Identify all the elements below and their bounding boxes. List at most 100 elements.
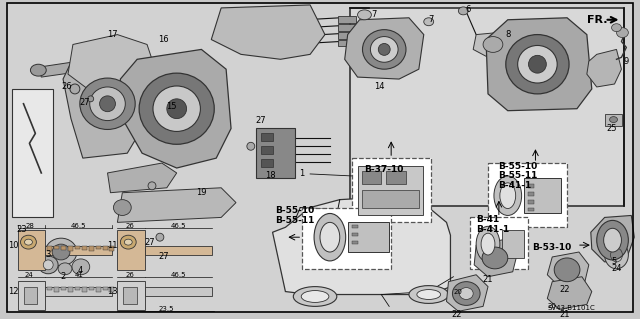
Bar [349,8,625,205]
Bar [260,133,273,141]
Bar [61,286,66,290]
Text: 7: 7 [428,15,433,24]
Text: 5: 5 [611,257,616,266]
Bar [348,222,389,252]
Text: B-41: B-41 [476,215,499,224]
Text: 25: 25 [606,124,617,133]
Text: B-55-10: B-55-10 [498,161,537,171]
Text: 2: 2 [60,272,66,281]
Text: 24: 24 [611,264,621,273]
Ellipse shape [362,30,406,69]
Text: 22: 22 [451,310,461,319]
Bar [145,286,212,295]
Text: 21: 21 [560,310,570,319]
Bar [488,163,567,227]
Bar [82,246,87,250]
Bar [89,246,93,251]
Ellipse shape [506,34,569,94]
Bar [351,158,431,222]
Ellipse shape [424,18,434,26]
Ellipse shape [124,239,132,245]
Text: 4: 4 [77,266,83,275]
Ellipse shape [139,73,214,144]
Ellipse shape [460,288,473,300]
Text: 14: 14 [374,83,385,92]
Ellipse shape [378,43,390,55]
Bar [45,246,113,255]
Text: 7: 7 [372,10,377,19]
Ellipse shape [612,24,621,32]
Text: 13: 13 [107,287,118,296]
Text: 26: 26 [126,223,134,229]
Text: 12: 12 [8,287,19,296]
Bar [362,190,419,208]
Bar [358,166,423,215]
Polygon shape [486,18,592,111]
Text: 18: 18 [265,171,276,181]
Text: B-53-10: B-53-10 [532,242,572,252]
Text: 16: 16 [159,35,169,44]
Text: 11: 11 [108,241,118,249]
Ellipse shape [518,46,557,83]
Text: B-55-11: B-55-11 [276,216,315,225]
Polygon shape [117,188,236,222]
Text: 46.5: 46.5 [171,223,186,229]
Ellipse shape [476,226,500,262]
Text: 27: 27 [79,98,90,107]
Text: 19: 19 [196,188,207,197]
Bar [47,246,52,251]
Text: 21: 21 [483,275,493,284]
Polygon shape [474,239,518,277]
Polygon shape [108,163,177,193]
Ellipse shape [452,282,480,305]
Ellipse shape [481,233,495,255]
Bar [527,192,534,196]
Polygon shape [211,5,325,59]
Bar [17,281,45,310]
Bar [117,230,145,270]
Bar [351,225,358,228]
Ellipse shape [45,238,77,266]
Text: 28: 28 [26,223,35,229]
Text: B-55-10: B-55-10 [276,206,315,215]
Bar [47,286,52,290]
Ellipse shape [616,28,628,38]
Ellipse shape [604,228,621,252]
Ellipse shape [24,239,33,245]
Bar [61,246,66,250]
Text: 6: 6 [465,5,471,14]
Ellipse shape [293,286,337,306]
Ellipse shape [44,260,53,270]
Bar [605,114,623,125]
Bar [75,246,80,249]
Bar [145,246,212,255]
Ellipse shape [358,10,371,20]
Ellipse shape [320,222,340,252]
Text: 8: 8 [505,30,511,39]
Ellipse shape [417,290,440,300]
Text: 27: 27 [159,252,169,262]
Bar [256,129,295,178]
Text: 26: 26 [126,272,134,278]
Ellipse shape [483,37,503,52]
Text: 15: 15 [166,102,177,111]
Bar [527,200,534,204]
Bar [95,246,100,249]
Bar [24,286,37,304]
Text: 10: 10 [8,241,19,249]
Ellipse shape [371,37,398,62]
Bar [362,171,381,184]
Bar [45,286,113,295]
Ellipse shape [58,263,72,275]
Ellipse shape [609,117,618,122]
Bar [17,230,45,270]
Text: 24: 24 [24,272,33,278]
Polygon shape [591,215,634,262]
Bar [524,178,561,213]
Text: 23.5: 23.5 [158,306,173,312]
Ellipse shape [458,7,468,15]
Polygon shape [447,275,488,311]
Bar [527,208,534,211]
Bar [68,286,73,292]
Bar [470,218,527,269]
